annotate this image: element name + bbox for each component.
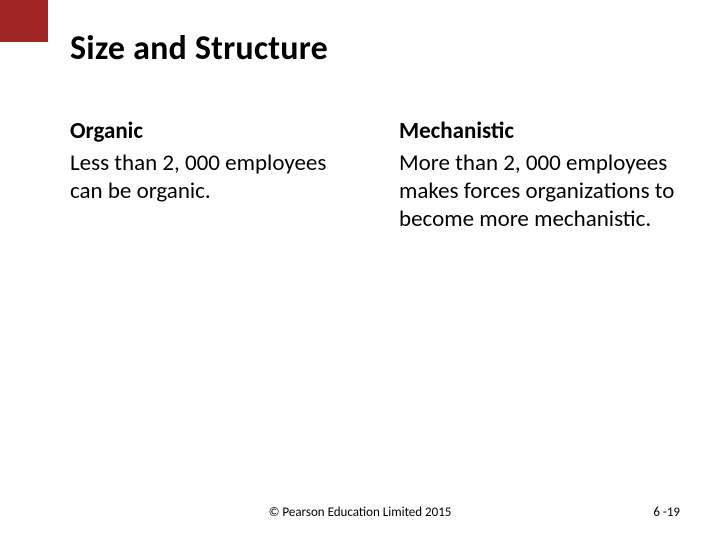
two-column-layout: Organic Less than 2, 000 employees can b… [70, 117, 680, 233]
left-column: Organic Less than 2, 000 employees can b… [70, 117, 351, 233]
right-body: More than 2, 000 employees makes forces … [399, 149, 680, 233]
left-body: Less than 2, 000 employees can be organi… [70, 149, 351, 205]
slide-title: Size and Structure [70, 28, 680, 69]
page-number: 6 -19 [653, 505, 680, 520]
right-heading: Mechanistic [399, 117, 680, 145]
left-heading: Organic [70, 117, 351, 145]
right-column: Mechanistic More than 2, 000 employees m… [399, 117, 680, 233]
footer-copyright: © Pearson Education Limited 2015 [0, 505, 720, 520]
slide-container: Size and Structure Organic Less than 2, … [0, 0, 720, 540]
